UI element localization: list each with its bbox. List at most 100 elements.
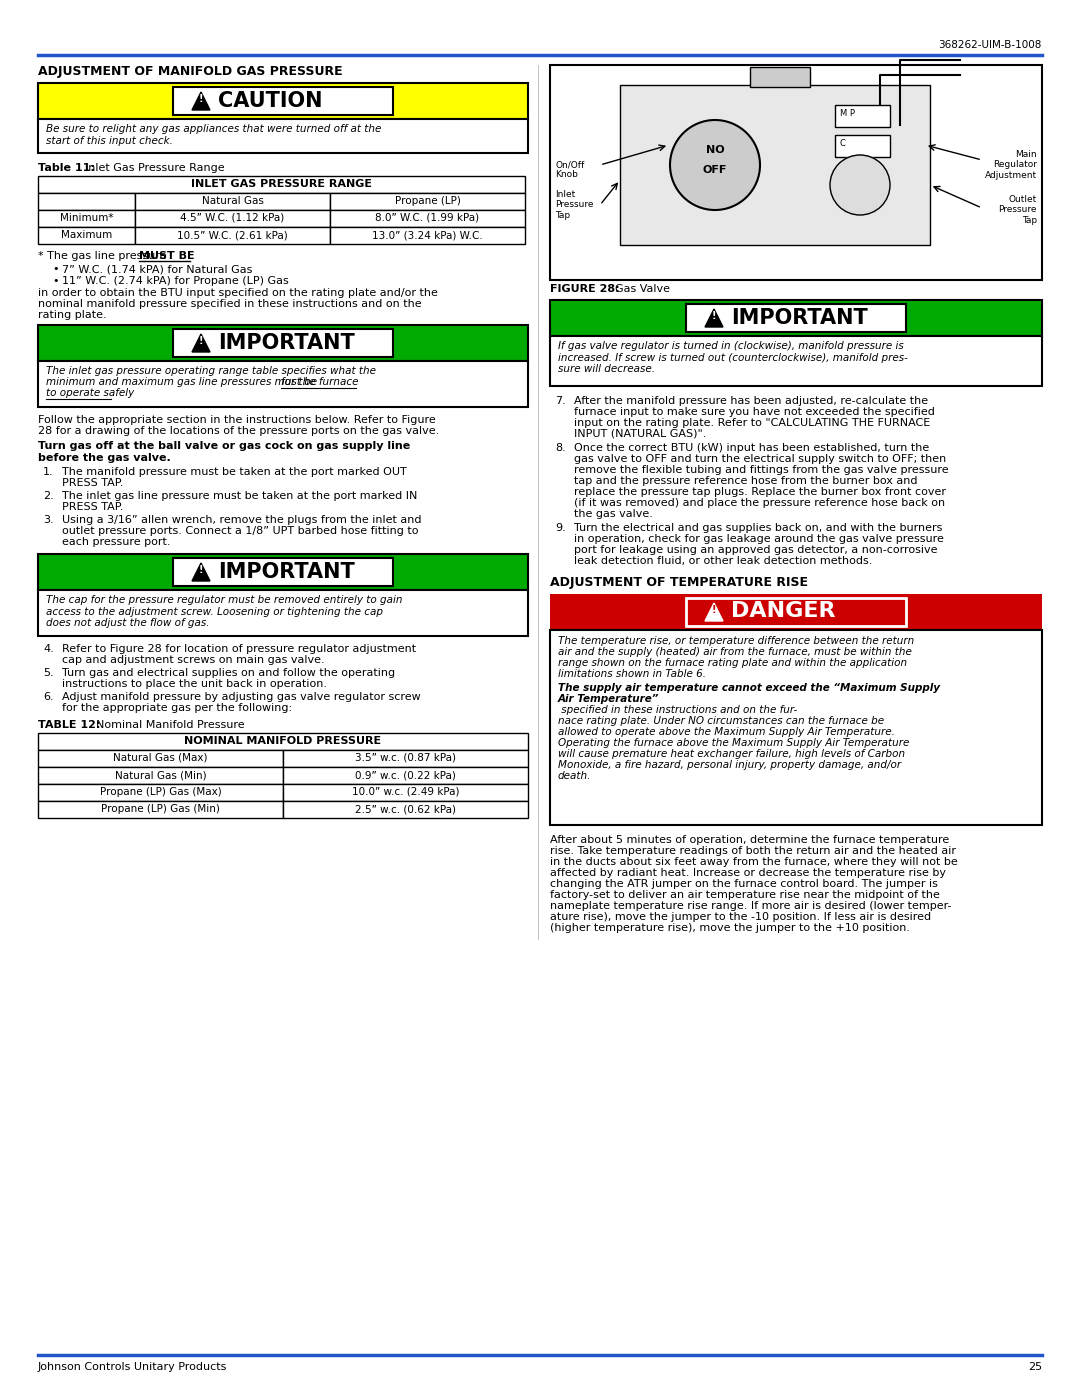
Text: before the gas valve.: before the gas valve. [38,453,171,462]
Bar [38,767,283,784]
Text: gas valve to OFF and turn the electrical supply switch to OFF; then: gas valve to OFF and turn the electrical… [573,454,946,464]
Text: 28 for a drawing of the locations of the pressure ports on the gas valve.: 28 for a drawing of the locations of the… [38,426,440,436]
Text: !: ! [199,337,203,346]
Text: in the ducts about six feet away from the furnace, where they will not be: in the ducts about six feet away from th… [550,856,958,868]
Polygon shape [192,563,210,581]
Bar [38,226,135,244]
Text: Table 11:: Table 11: [38,163,95,173]
Text: 0.9” w.c. (0.22 kPa): 0.9” w.c. (0.22 kPa) [355,770,456,780]
Text: 8.: 8. [555,443,566,453]
Polygon shape [705,309,723,327]
Text: 10.5” W.C. (2.61 kPa): 10.5” W.C. (2.61 kPa) [177,231,288,240]
Bar [283,800,528,819]
Text: The inlet gas line pressure must be taken at the port marked IN: The inlet gas line pressure must be take… [62,490,417,502]
Text: will cause premature heat exchanger failure, high levels of Carbon: will cause premature heat exchanger fail… [558,749,905,759]
Text: Nominal Manifold Pressure: Nominal Manifold Pressure [96,719,245,731]
Text: Propane (LP) Gas (Max): Propane (LP) Gas (Max) [99,787,221,798]
Text: each pressure port.: each pressure port. [62,536,171,548]
Text: Follow the appropriate section in the instructions below. Refer to Figure: Follow the appropriate section in the in… [38,415,435,425]
Text: •: • [52,264,58,274]
Text: ature rise), move the jumper to the -10 position. If less air is desired: ature rise), move the jumper to the -10 … [550,912,931,922]
Bar [283,784,528,800]
Text: to operate safely: to operate safely [46,388,134,398]
Text: Main
Regulator
Adjustment: Main Regulator Adjustment [985,149,1037,180]
Bar [283,767,528,784]
Bar [38,750,283,767]
Text: Adjust manifold pressure by adjusting gas valve regulator screw: Adjust manifold pressure by adjusting ga… [62,692,421,703]
Text: range shown on the furnace rating plate and within the application: range shown on the furnace rating plate … [558,658,907,668]
Text: rating plate.: rating plate. [38,310,107,320]
Text: 2.: 2. [43,490,54,502]
Text: furnace input to make sure you have not exceeded the specified: furnace input to make sure you have not … [573,407,935,416]
Text: Turn gas off at the ball valve or gas cock on gas supply line: Turn gas off at the ball valve or gas co… [38,441,410,451]
Bar [173,557,393,585]
Text: After about 5 minutes of operation, determine the furnace temperature: After about 5 minutes of operation, dete… [550,835,949,845]
Text: IMPORTANT: IMPORTANT [731,307,867,328]
Text: !: ! [199,564,203,576]
Text: Using a 3/16” allen wrench, remove the plugs from the inlet and: Using a 3/16” allen wrench, remove the p… [62,515,421,525]
Text: (higher temperature rise), move the jumper to the +10 position.: (higher temperature rise), move the jump… [550,923,910,933]
Text: NO: NO [705,145,725,155]
Text: * The gas line pressure: * The gas line pressure [38,251,170,261]
Text: 25: 25 [1028,1362,1042,1372]
Bar [330,226,525,244]
Text: If gas valve regulator is turned in (clockwise), manifold pressure is
increased.: If gas valve regulator is turned in (clo… [558,341,908,374]
Text: 13.0” (3.24 kPa) W.C.: 13.0” (3.24 kPa) W.C. [373,231,483,240]
Text: The manifold pressure must be taken at the port marked OUT: The manifold pressure must be taken at t… [62,467,407,476]
Text: M P: M P [840,109,855,117]
Text: outlet pressure ports. Connect a 1/8” UPT barbed hose fitting to: outlet pressure ports. Connect a 1/8” UP… [62,527,419,536]
Bar [38,800,283,819]
Text: 1.: 1. [43,467,54,476]
Text: Minimum*: Minimum* [59,212,113,224]
Text: 2.5” w.c. (0.62 kPa): 2.5” w.c. (0.62 kPa) [355,805,456,814]
Text: remove the flexible tubing and fittings from the gas valve pressure: remove the flexible tubing and fittings … [573,465,948,475]
Text: affected by radiant heat. Increase or decrease the temperature rise by: affected by radiant heat. Increase or de… [550,868,946,877]
Circle shape [670,120,760,210]
Text: rise. Take temperature readings of both the return air and the heated air: rise. Take temperature readings of both … [550,847,956,856]
Text: death.: death. [558,771,592,781]
Polygon shape [192,334,210,352]
Text: the gas valve.: the gas valve. [573,509,653,520]
Text: PRESS TAP.: PRESS TAP. [62,502,123,511]
Text: 4.5” W.C. (1.12 kPa): 4.5” W.C. (1.12 kPa) [180,212,285,224]
Text: 7” W.C. (1.74 kPA) for Natural Gas: 7” W.C. (1.74 kPA) for Natural Gas [62,264,253,274]
Text: Be sure to relight any gas appliances that were turned off at the
start of this : Be sure to relight any gas appliances th… [46,124,381,145]
Bar [38,784,283,800]
Text: 4.: 4. [43,644,54,654]
Bar [38,326,528,360]
Text: 11” W.C. (2.74 kPA) for Propane (LP) Gas: 11” W.C. (2.74 kPA) for Propane (LP) Gas [62,277,288,286]
Text: Monoxide, a fire hazard, personal injury, property damage, and/or: Monoxide, a fire hazard, personal injury… [558,760,901,770]
Text: leak detection fluid, or other leak detection methods.: leak detection fluid, or other leak dete… [573,556,873,566]
Bar [330,210,525,226]
Text: The temperature rise, or temperature difference between the return: The temperature rise, or temperature dif… [558,636,915,645]
Text: nominal manifold pressure specified in these instructions and on the: nominal manifold pressure specified in t… [38,299,421,309]
Text: replace the pressure tap plugs. Replace the burner box front cover: replace the pressure tap plugs. Replace … [573,488,946,497]
Text: IMPORTANT: IMPORTANT [218,332,354,353]
Text: cap and adjustment screws on main gas valve.: cap and adjustment screws on main gas va… [62,655,325,665]
Bar [835,136,890,156]
Text: in order to obtain the BTU input specified on the rating plate and/or the: in order to obtain the BTU input specifi… [38,288,437,298]
Bar [173,330,393,358]
Text: OFF: OFF [703,165,727,175]
Text: Refer to Figure 28 for location of pressure regulator adjustment: Refer to Figure 28 for location of press… [62,644,416,654]
Text: tap and the pressure reference hose from the burner box and: tap and the pressure reference hose from… [573,476,918,486]
Text: Inlet Gas Pressure Range: Inlet Gas Pressure Range [85,163,225,173]
Bar [750,67,810,87]
Text: changing the ATR jumper on the furnace control board. The jumper is: changing the ATR jumper on the furnace c… [550,879,937,888]
Text: ADJUSTMENT OF MANIFOLD GAS PRESSURE: ADJUSTMENT OF MANIFOLD GAS PRESSURE [38,66,342,78]
Text: INLET GAS PRESSURE RANGE: INLET GAS PRESSURE RANGE [191,179,372,189]
Bar [173,87,393,115]
Text: allowed to operate above the Maximum Supply Air Temperature.: allowed to operate above the Maximum Sup… [558,726,895,738]
Bar [550,594,1042,630]
Bar [38,360,528,407]
Text: Once the correct BTU (kW) input has been established, turn the: Once the correct BTU (kW) input has been… [573,443,929,453]
Text: 368262-UIM-B-1008: 368262-UIM-B-1008 [939,41,1042,50]
Text: 3.5” w.c. (0.87 kPa): 3.5” w.c. (0.87 kPa) [355,753,456,763]
Text: 10.0” w.c. (2.49 kPa): 10.0” w.c. (2.49 kPa) [352,787,459,798]
Text: nameplate temperature rise range. If more air is desired (lower temper-: nameplate temperature rise range. If mor… [550,901,951,911]
Text: INPUT (NATURAL GAS)".: INPUT (NATURAL GAS)". [573,429,706,439]
Text: Gas Valve: Gas Valve [608,284,670,293]
Text: 9.: 9. [555,522,566,534]
Bar [38,82,528,119]
Bar [38,119,528,154]
